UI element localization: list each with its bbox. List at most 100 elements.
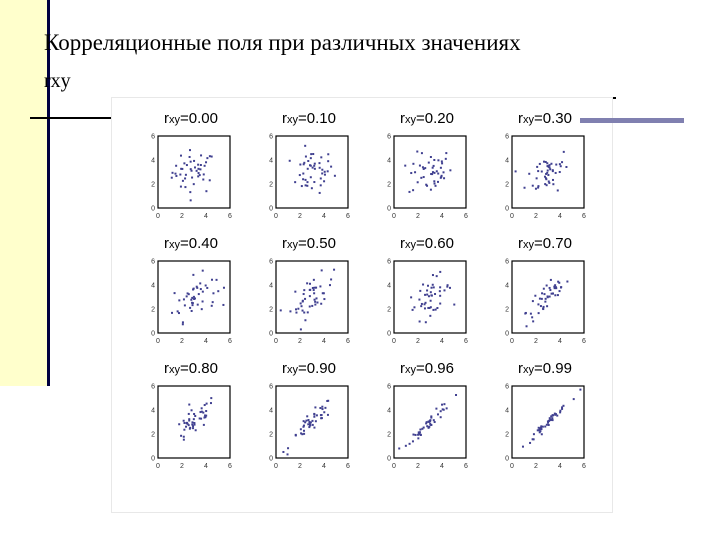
scatter-point xyxy=(178,299,181,302)
scatter-point xyxy=(289,310,292,313)
scatter-panel: rxy=0.90 0 0 2 2 4 4 6 6 xyxy=(254,360,364,490)
scatter-point xyxy=(439,270,442,273)
y-tick-label: 0 xyxy=(505,331,509,338)
scatter-point xyxy=(175,174,178,177)
scatter-point xyxy=(547,423,550,426)
scatter-point xyxy=(553,285,556,288)
x-tick-label: 6 xyxy=(582,338,586,345)
scatter-point xyxy=(182,438,185,441)
scatter-point xyxy=(327,153,330,156)
panel-label: rxy=0.99 xyxy=(490,360,600,377)
scatter-point xyxy=(187,293,190,296)
scatter-point xyxy=(562,150,565,153)
plot-frame xyxy=(275,135,349,209)
scatter-point xyxy=(554,171,557,174)
x-tick-label: 0 xyxy=(156,463,160,470)
x-tick-label: 2 xyxy=(180,463,184,470)
panel-label-r: r xyxy=(282,235,288,252)
scatter-point xyxy=(433,158,436,161)
scatter-point xyxy=(321,168,324,171)
scatter-plot: 00 2 2 4 4 6 6 xyxy=(151,259,232,346)
scatter-point xyxy=(199,411,202,414)
scatter-point xyxy=(208,155,211,158)
scatter-point xyxy=(330,165,333,168)
scatter-point xyxy=(423,307,426,310)
x-tick-label: 4 xyxy=(440,338,444,345)
panel-label-value: =0.96 xyxy=(416,360,454,377)
scatter-point xyxy=(176,310,179,313)
scatter-point xyxy=(183,428,186,431)
scatter-point xyxy=(198,174,201,177)
x-tick-label: 2 xyxy=(416,213,420,220)
y-tick-label: 2 xyxy=(151,307,155,314)
y-tick-label: 6 xyxy=(151,384,155,391)
scatter-point xyxy=(529,312,532,315)
scatter-point xyxy=(553,287,556,290)
scatter-point xyxy=(205,402,208,405)
scatter-point xyxy=(429,314,432,317)
scatter-plot: 00 2 2 4 4 6 6 xyxy=(269,259,350,346)
y-tick-label: 2 xyxy=(505,432,509,439)
scatter-point xyxy=(201,290,204,293)
scatter-point xyxy=(434,308,437,311)
y-tick-label: 0 xyxy=(269,456,273,463)
scatter-point xyxy=(535,177,538,180)
scatter-point xyxy=(426,289,429,292)
scatter-point xyxy=(192,183,195,186)
scatter-point xyxy=(540,297,543,300)
scatter-point xyxy=(546,165,549,168)
y-tick-label: 6 xyxy=(269,259,273,266)
scatter-point xyxy=(300,305,303,308)
scatter-point xyxy=(203,416,206,419)
scatter-point xyxy=(181,179,184,182)
scatter-point xyxy=(534,187,537,190)
scatter-point xyxy=(197,172,200,175)
y-tick-label: 6 xyxy=(505,384,509,391)
panel-label-r: r xyxy=(164,360,170,377)
scatter-point xyxy=(197,167,200,170)
y-tick-label: 6 xyxy=(151,134,155,141)
scatter-point xyxy=(306,311,309,314)
scatter-point xyxy=(299,302,302,305)
plot-frame xyxy=(393,385,467,459)
scatter-plot: 00 2 2 4 4 6 6 xyxy=(151,134,232,221)
scatter-point xyxy=(540,425,543,428)
plot-frame xyxy=(275,385,349,459)
scatter-point xyxy=(179,154,182,157)
scatter-point xyxy=(433,171,436,174)
scatter-point xyxy=(200,308,203,311)
scatter-point xyxy=(435,170,438,173)
scatter-point xyxy=(431,283,434,286)
x-tick-label: 2 xyxy=(180,338,184,345)
scatter-point xyxy=(313,181,316,184)
x-tick-label: 0 xyxy=(156,338,160,345)
scatter-point xyxy=(543,175,546,178)
scatter-point xyxy=(308,282,311,285)
scatter-point xyxy=(411,308,414,311)
scatter-point xyxy=(537,170,540,173)
scatter-point xyxy=(326,170,329,173)
scatter-point xyxy=(313,292,316,295)
scatter-point xyxy=(434,184,437,187)
y-tick-label: 0 xyxy=(505,206,509,213)
x-tick-label: 6 xyxy=(582,213,586,220)
scatter-point xyxy=(417,433,420,436)
scatter-point xyxy=(314,300,317,303)
scatter-point xyxy=(320,417,323,420)
scatter-point xyxy=(318,166,321,169)
scatter-point xyxy=(537,185,540,188)
scatter-point xyxy=(412,189,415,192)
scatter-point xyxy=(322,292,325,295)
scatter-point xyxy=(547,174,550,177)
scatter-point xyxy=(420,302,423,305)
scatter-point xyxy=(180,167,183,170)
scatter-point xyxy=(545,172,548,175)
y-tick-label: 4 xyxy=(269,408,273,415)
scatter-point xyxy=(323,411,326,414)
scatter-plot: 00 2 2 4 4 6 6 xyxy=(387,259,468,346)
scatter-point xyxy=(302,172,305,175)
scatter-point xyxy=(424,301,427,304)
scatter-point xyxy=(183,421,186,424)
scatter-point xyxy=(436,180,439,183)
scatter-point xyxy=(202,173,205,176)
